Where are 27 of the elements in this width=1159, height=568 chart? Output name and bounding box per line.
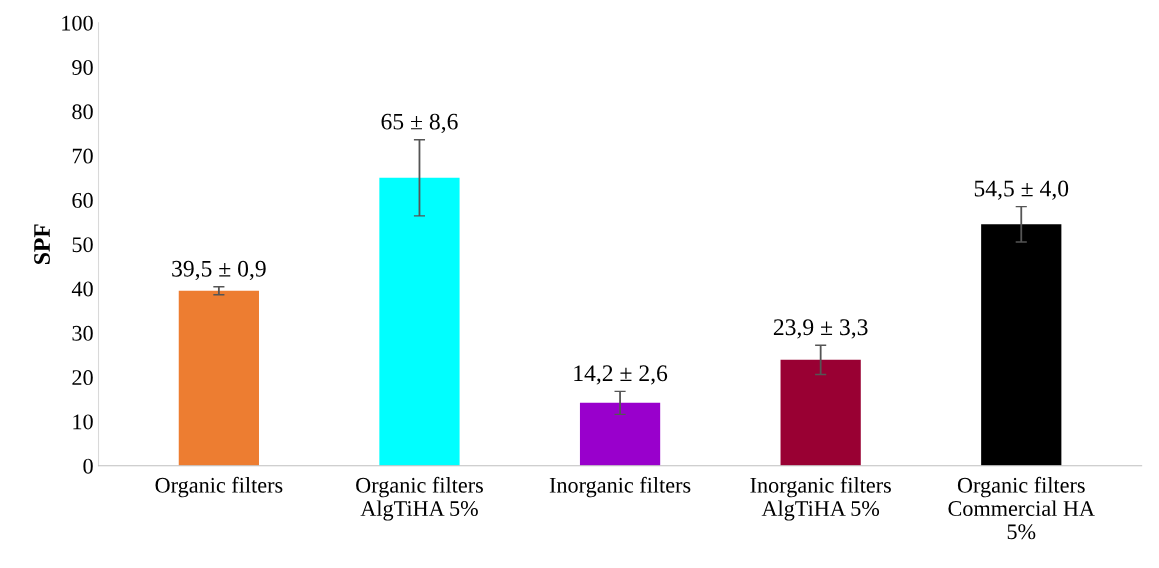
y-tick-label: 10 <box>73 414 93 430</box>
bar <box>981 224 1062 466</box>
x-tick-label: Inorganic filters AlgTiHA 5% <box>750 476 891 521</box>
y-tick-label: 90 <box>72 59 93 75</box>
data-label: 23,9 ± 3,3 <box>773 319 868 339</box>
data-label: 54,5 ± 4,0 <box>974 180 1069 200</box>
y-tick-label: 30 <box>72 325 93 341</box>
y-tick-label: 70 <box>72 148 93 164</box>
x-tick-label: Inorganic filters <box>549 476 691 498</box>
y-tick-label: 100 <box>62 15 93 31</box>
y-tick-label: 60 <box>72 192 93 208</box>
y-tick-label: 40 <box>71 281 93 297</box>
bar <box>379 177 460 466</box>
x-tick-label: Organic filters AlgTiHA 5% <box>356 476 483 521</box>
y-tick-label: 20 <box>72 370 93 386</box>
y-tick-label: 50 <box>72 237 93 253</box>
bar <box>178 290 259 466</box>
y-tick-label: 0 <box>83 458 93 474</box>
x-tick-label: Organic filters <box>155 476 283 498</box>
data-label: 65 ± 8,6 <box>381 113 458 133</box>
data-label: 39,5 ± 0,9 <box>172 260 266 281</box>
data-label: 14,2 ± 2,6 <box>574 365 668 385</box>
bar <box>579 402 661 466</box>
y-axis-title: SPF <box>34 224 50 264</box>
bar <box>780 359 861 466</box>
y-tick-label: 80 <box>72 104 93 120</box>
x-tick-label: Organic filters Commercial HA 5% <box>948 476 1095 540</box>
